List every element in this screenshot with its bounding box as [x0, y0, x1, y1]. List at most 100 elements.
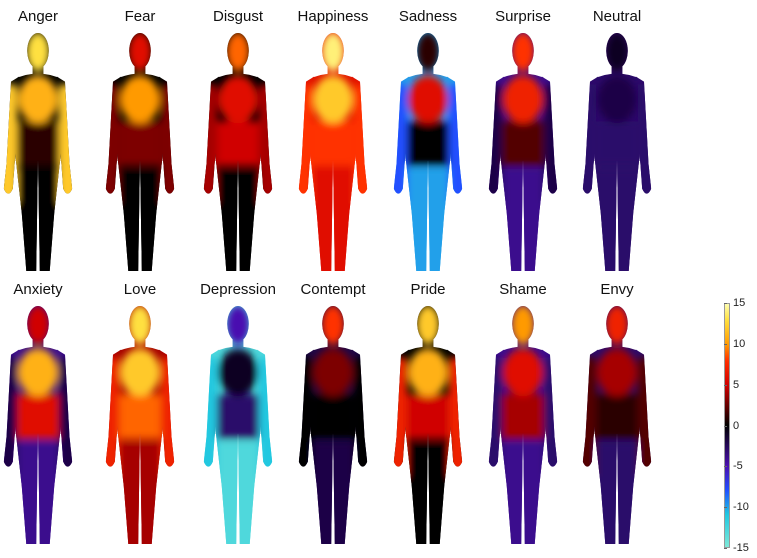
body-map	[105, 305, 175, 545]
region-arms	[488, 357, 503, 477]
colorbar-tick-label: 0	[733, 419, 740, 432]
region-chest	[408, 75, 448, 124]
colorbar-tick	[724, 507, 727, 509]
emotion-title: Neutral	[592, 8, 642, 25]
region-chest	[597, 75, 637, 124]
body-map	[3, 305, 73, 545]
emotion-title: Fear	[124, 8, 156, 25]
region-head	[128, 32, 152, 72]
region-chest	[120, 348, 160, 397]
region-belly	[119, 394, 161, 439]
colorbar-tick	[724, 548, 727, 549]
colorbar-tick-label: -5	[733, 460, 743, 473]
region-arms	[393, 357, 408, 477]
region-belly	[596, 121, 638, 166]
emotion-title: Anger	[17, 8, 59, 25]
region-legs	[306, 441, 360, 545]
region-arms	[298, 84, 313, 204]
emotion-title: Envy	[600, 281, 634, 298]
region-head	[511, 305, 535, 345]
body-map	[393, 305, 463, 545]
colorbar-tick	[724, 343, 727, 345]
region-arms	[105, 357, 120, 477]
region-belly	[312, 394, 354, 439]
colorbar-tick-label: 5	[733, 378, 740, 391]
colorbar-tick	[724, 303, 727, 304]
colorbar-tick-label: -10	[733, 501, 749, 514]
region-head	[321, 305, 345, 345]
region-arms	[258, 84, 273, 204]
emotion-title: Pride	[410, 281, 446, 298]
region-chest	[218, 75, 258, 124]
body-map	[488, 305, 558, 545]
body-map	[3, 32, 73, 272]
region-arms	[448, 357, 463, 477]
region-legs	[590, 441, 644, 545]
region-arms	[543, 357, 558, 477]
region-head	[26, 32, 50, 72]
region-belly	[217, 394, 259, 439]
region-chest	[120, 75, 160, 124]
region-arms	[488, 84, 503, 204]
region-legs	[113, 168, 167, 272]
region-chest	[597, 348, 637, 397]
region-head	[605, 32, 629, 72]
body-map	[582, 32, 652, 272]
region-legs	[590, 168, 644, 272]
region-head	[416, 32, 440, 72]
region-arms	[543, 84, 558, 204]
emotion-title: Depression	[200, 281, 276, 298]
region-belly	[217, 121, 259, 166]
body-map	[488, 32, 558, 272]
region-head	[226, 32, 250, 72]
region-arms	[105, 84, 120, 204]
emotion-title: Anxiety	[13, 281, 63, 298]
region-head	[605, 305, 629, 345]
region-arms	[637, 357, 652, 477]
region-arms	[3, 357, 18, 477]
region-chest	[503, 75, 543, 124]
region-belly	[17, 121, 59, 166]
emotion-title: Love	[123, 281, 157, 298]
region-belly	[502, 121, 544, 166]
region-arms	[393, 84, 408, 204]
region-arms	[160, 357, 175, 477]
region-arms	[58, 84, 73, 204]
body-map	[105, 32, 175, 272]
emotion-title: Shame	[499, 281, 547, 298]
region-arms	[582, 357, 597, 477]
region-chest	[408, 348, 448, 397]
region-head	[128, 305, 152, 345]
body-map	[298, 305, 368, 545]
region-arms	[582, 84, 597, 204]
region-head	[321, 32, 345, 72]
region-arms	[258, 357, 273, 477]
region-chest	[503, 348, 543, 397]
emotion-title: Surprise	[495, 8, 551, 25]
region-arms	[353, 357, 368, 477]
region-legs	[211, 441, 265, 545]
colorbar-tick	[724, 425, 727, 427]
colorbar-tick	[724, 384, 727, 386]
region-head	[511, 32, 535, 72]
region-legs	[211, 168, 265, 272]
region-chest	[18, 348, 58, 397]
region-chest	[313, 348, 353, 397]
region-arms	[637, 84, 652, 204]
region-legs	[11, 441, 65, 545]
region-chest	[18, 75, 58, 124]
region-belly	[407, 394, 449, 439]
region-chest	[218, 348, 258, 397]
region-belly	[596, 394, 638, 439]
region-belly	[502, 394, 544, 439]
region-arms	[58, 357, 73, 477]
body-map	[298, 32, 368, 272]
emotion-title: Contempt	[300, 281, 366, 298]
body-map	[582, 305, 652, 545]
emotion-title: Happiness	[297, 8, 369, 25]
body-map	[203, 305, 273, 545]
region-arms	[353, 84, 368, 204]
colorbar-tick-label: 10	[733, 337, 746, 350]
colorbar-tick-label: 15	[733, 297, 746, 309]
region-head	[416, 305, 440, 345]
